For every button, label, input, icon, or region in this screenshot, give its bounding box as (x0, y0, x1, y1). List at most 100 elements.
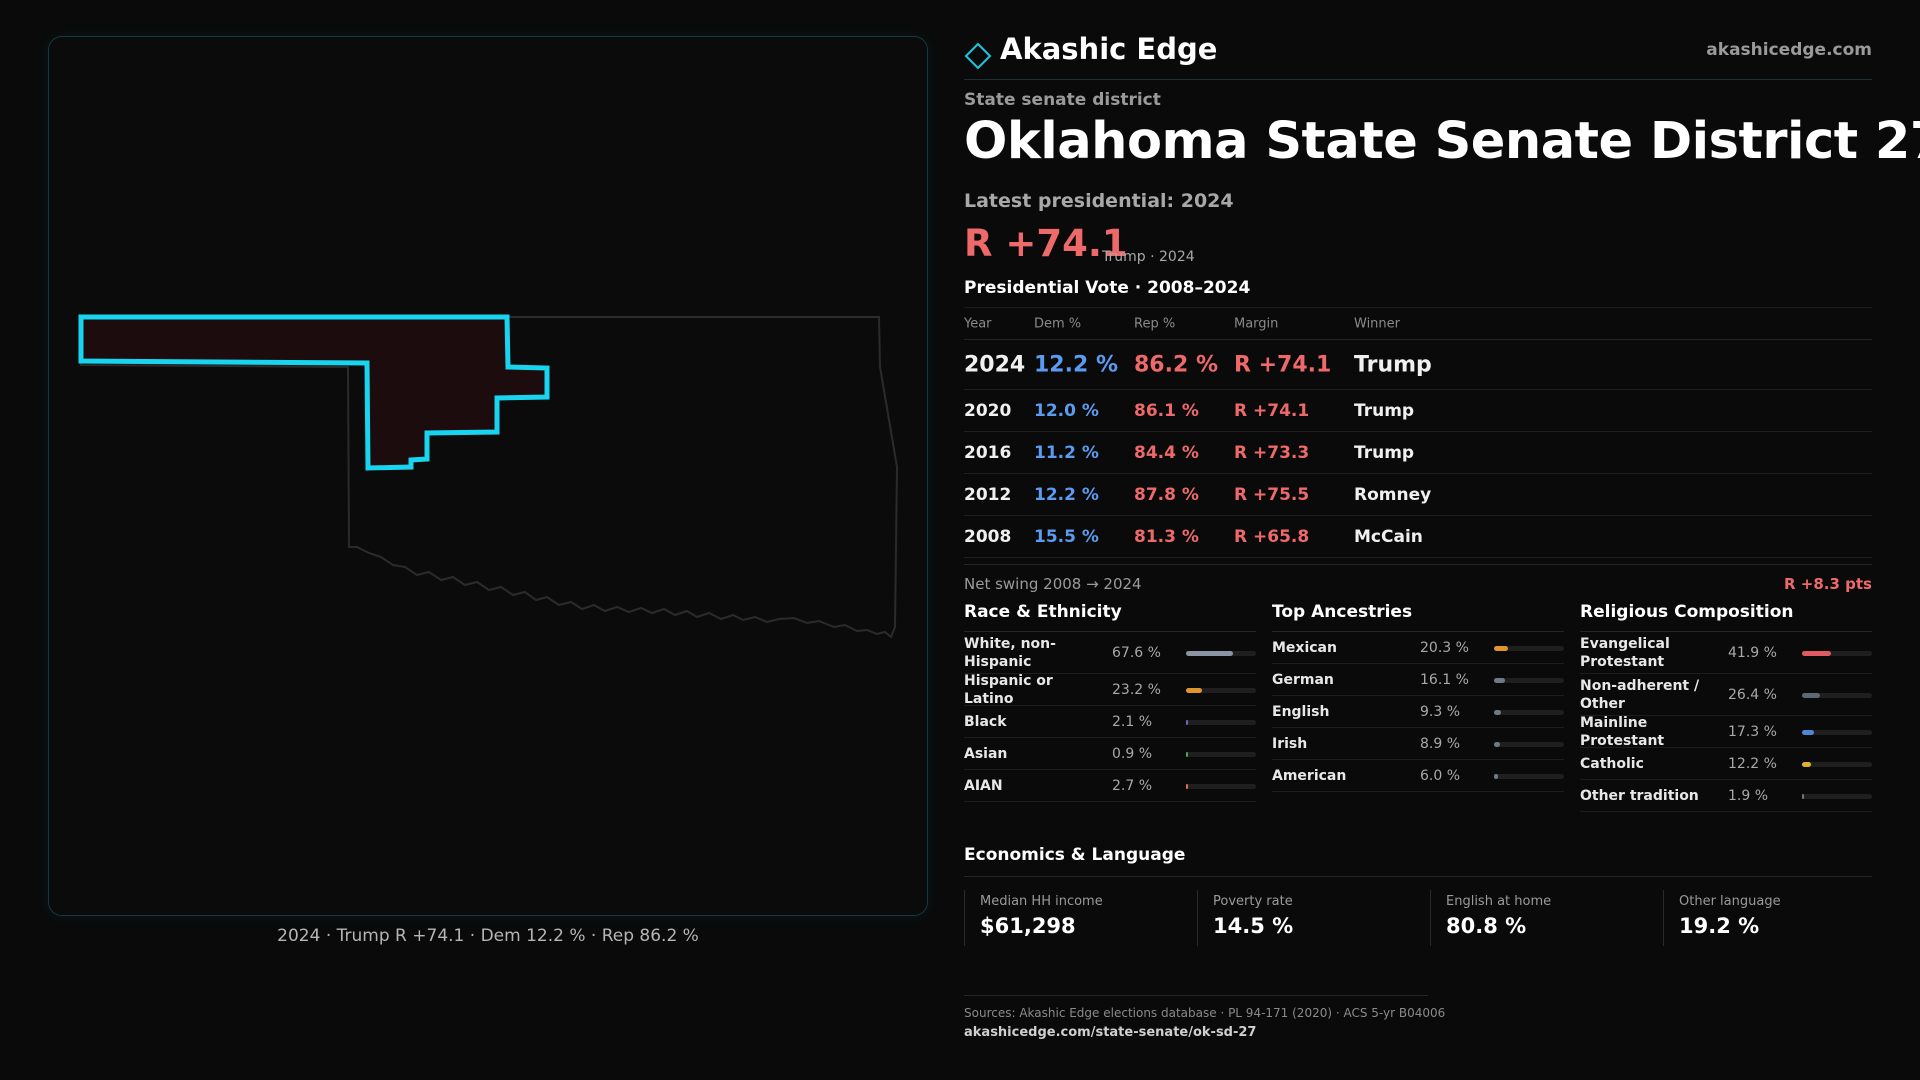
ancestry-pct: 16.1 % (1420, 671, 1469, 688)
race-row: Hispanic or Latino 23.2 % (964, 672, 1256, 707)
cell-year: 2024 (964, 352, 1026, 377)
cell-dem: 12.0 % (1034, 400, 1099, 421)
race-bar-track (1186, 650, 1256, 656)
ancestry-pct: 8.9 % (1420, 735, 1461, 752)
headline-margin-sub: Trump · 2024 (1102, 249, 1195, 265)
religion-row: Catholic 12.2 % (1580, 748, 1872, 780)
presidential-results-table: Year Dem % Rep % Margin Winner 2024 12.2… (964, 307, 1872, 558)
econ-value: 19.2 % (1679, 914, 1760, 938)
cell-dem: 11.2 % (1034, 442, 1099, 463)
race-row: White, non-Hispanic 67.6 % (964, 632, 1256, 674)
race-bar-fill (1186, 751, 1188, 757)
religion-bar-track (1802, 650, 1872, 656)
race-row: AIAN 2.7 % (964, 770, 1256, 802)
ancestry-bar-track (1494, 645, 1564, 651)
table-row: 2012 12.2 % 87.8 % R +75.5 Romney (964, 474, 1872, 516)
religion-pct: 41.9 % (1728, 644, 1777, 661)
ancestry-row: German 16.1 % (1272, 664, 1564, 696)
religion-row: Evangelical Protestant 41.9 % (1580, 632, 1872, 674)
race-row: Asian 0.9 % (964, 738, 1256, 770)
page-title: Oklahoma State Senate District 27 (964, 112, 1920, 171)
ancestry-row: English 9.3 % (1272, 696, 1564, 728)
race-pct: 23.2 % (1112, 681, 1161, 698)
ancestry-row: Mexican 20.3 % (1272, 632, 1564, 664)
econ-label: Median HH income (980, 894, 1103, 909)
cell-dem: 12.2 % (1034, 484, 1099, 505)
sources-text: Sources: Akashic Edge elections database… (964, 1006, 1446, 1020)
ancestry-bar-fill (1494, 645, 1509, 651)
cell-winner: McCain (1354, 526, 1423, 547)
race-bar-track (1186, 687, 1256, 693)
cell-winner: Trump (1354, 400, 1415, 421)
religion-bar-track (1802, 761, 1872, 767)
econ-stat-other-language: Other language 19.2 % (1663, 890, 1883, 946)
religion-bar-fill (1802, 650, 1832, 656)
religion-title: Religious Composition (1580, 602, 1872, 632)
religion-bar-track (1802, 692, 1872, 698)
latest-presidential-label: Latest presidential: 2024 (964, 190, 1234, 212)
religion-pct: 1.9 % (1728, 787, 1769, 804)
race-pct: 2.7 % (1112, 777, 1153, 794)
race-row: Black 2.1 % (964, 706, 1256, 738)
source-url-link[interactable]: akashicedge.com/state-senate/ok-sd-27 (964, 1025, 1257, 1040)
race-bar-fill (1186, 687, 1203, 693)
religion-bar-fill (1802, 761, 1811, 767)
district-map[interactable] (48, 36, 928, 916)
ancestry-label: American (1272, 767, 1347, 784)
cell-margin: R +74.1 (1234, 400, 1310, 421)
religion-bar-track (1802, 729, 1872, 735)
diamond-logo-icon (964, 42, 992, 70)
ancestry-bar-track (1494, 709, 1564, 715)
race-ethnicity-section: Race & Ethnicity White, non-Hispanic 67.… (964, 602, 1256, 802)
district-27-shape[interactable] (78, 314, 550, 471)
race-label: Hispanic or Latino (964, 672, 1053, 707)
econ-value: 80.8 % (1446, 914, 1527, 938)
district-type-label: State senate district (964, 90, 1161, 110)
cell-margin: R +65.8 (1234, 526, 1310, 547)
race-pct: 67.6 % (1112, 644, 1161, 661)
religion-pct: 12.2 % (1728, 755, 1777, 772)
brand-url-link[interactable]: akashicedge.com (1706, 40, 1872, 60)
cell-rep: 86.2 % (1134, 352, 1218, 377)
ancestry-section: Top Ancestries Mexican 20.3 % German 16.… (1272, 602, 1564, 792)
econ-value: $61,298 (980, 914, 1076, 938)
ancestry-label: German (1272, 671, 1334, 688)
religion-label: Mainline Protestant (1580, 714, 1665, 749)
cell-dem: 12.2 % (1034, 352, 1118, 377)
cell-year: 2020 (964, 400, 1012, 421)
race-bar-fill (1186, 719, 1188, 725)
table-row: 2016 11.2 % 84.4 % R +73.3 Trump (964, 432, 1872, 474)
econ-value: 14.5 % (1213, 914, 1294, 938)
religion-pct: 26.4 % (1728, 686, 1777, 703)
religion-bar-fill (1802, 692, 1821, 698)
econ-label: Poverty rate (1213, 894, 1293, 909)
ancestry-label: Irish (1272, 735, 1308, 752)
econ-label: Other language (1679, 894, 1781, 909)
religion-bar-fill (1802, 793, 1804, 799)
ancestry-row: Irish 8.9 % (1272, 728, 1564, 760)
race-bar-fill (1186, 650, 1234, 656)
ancestry-title: Top Ancestries (1272, 602, 1564, 632)
net-swing-label: Net swing 2008 → 2024 (964, 575, 1142, 593)
cell-year: 2012 (964, 484, 1012, 505)
district-profile: Akashic Edge akashicedge.com State senat… (964, 0, 1920, 1080)
ancestry-bar-fill (1494, 741, 1501, 747)
ancestry-pct: 20.3 % (1420, 639, 1469, 656)
header-year: Year (964, 316, 992, 331)
header-winner: Winner (1354, 316, 1401, 331)
ancestry-bar-track (1494, 773, 1564, 779)
religion-row: Mainline Protestant 17.3 % (1580, 714, 1872, 749)
religion-row: Other tradition 1.9 % (1580, 780, 1872, 812)
state-outline (80, 316, 899, 639)
table-row: 2008 15.5 % 81.3 % R +65.8 McCain (964, 516, 1872, 558)
cell-winner: Trump (1354, 352, 1432, 377)
brand-name[interactable]: Akashic Edge (1000, 32, 1218, 66)
econ-label: English at home (1446, 894, 1552, 909)
ancestry-row: American 6.0 % (1272, 760, 1564, 792)
ancestry-bar-fill (1494, 677, 1506, 683)
cell-margin: R +74.1 (1234, 352, 1332, 377)
brand-header: Akashic Edge akashicedge.com (964, 30, 1872, 80)
net-swing-value: R +8.3 pts (1784, 575, 1872, 593)
cell-margin: R +73.3 (1234, 442, 1310, 463)
race-pct: 0.9 % (1112, 745, 1153, 762)
